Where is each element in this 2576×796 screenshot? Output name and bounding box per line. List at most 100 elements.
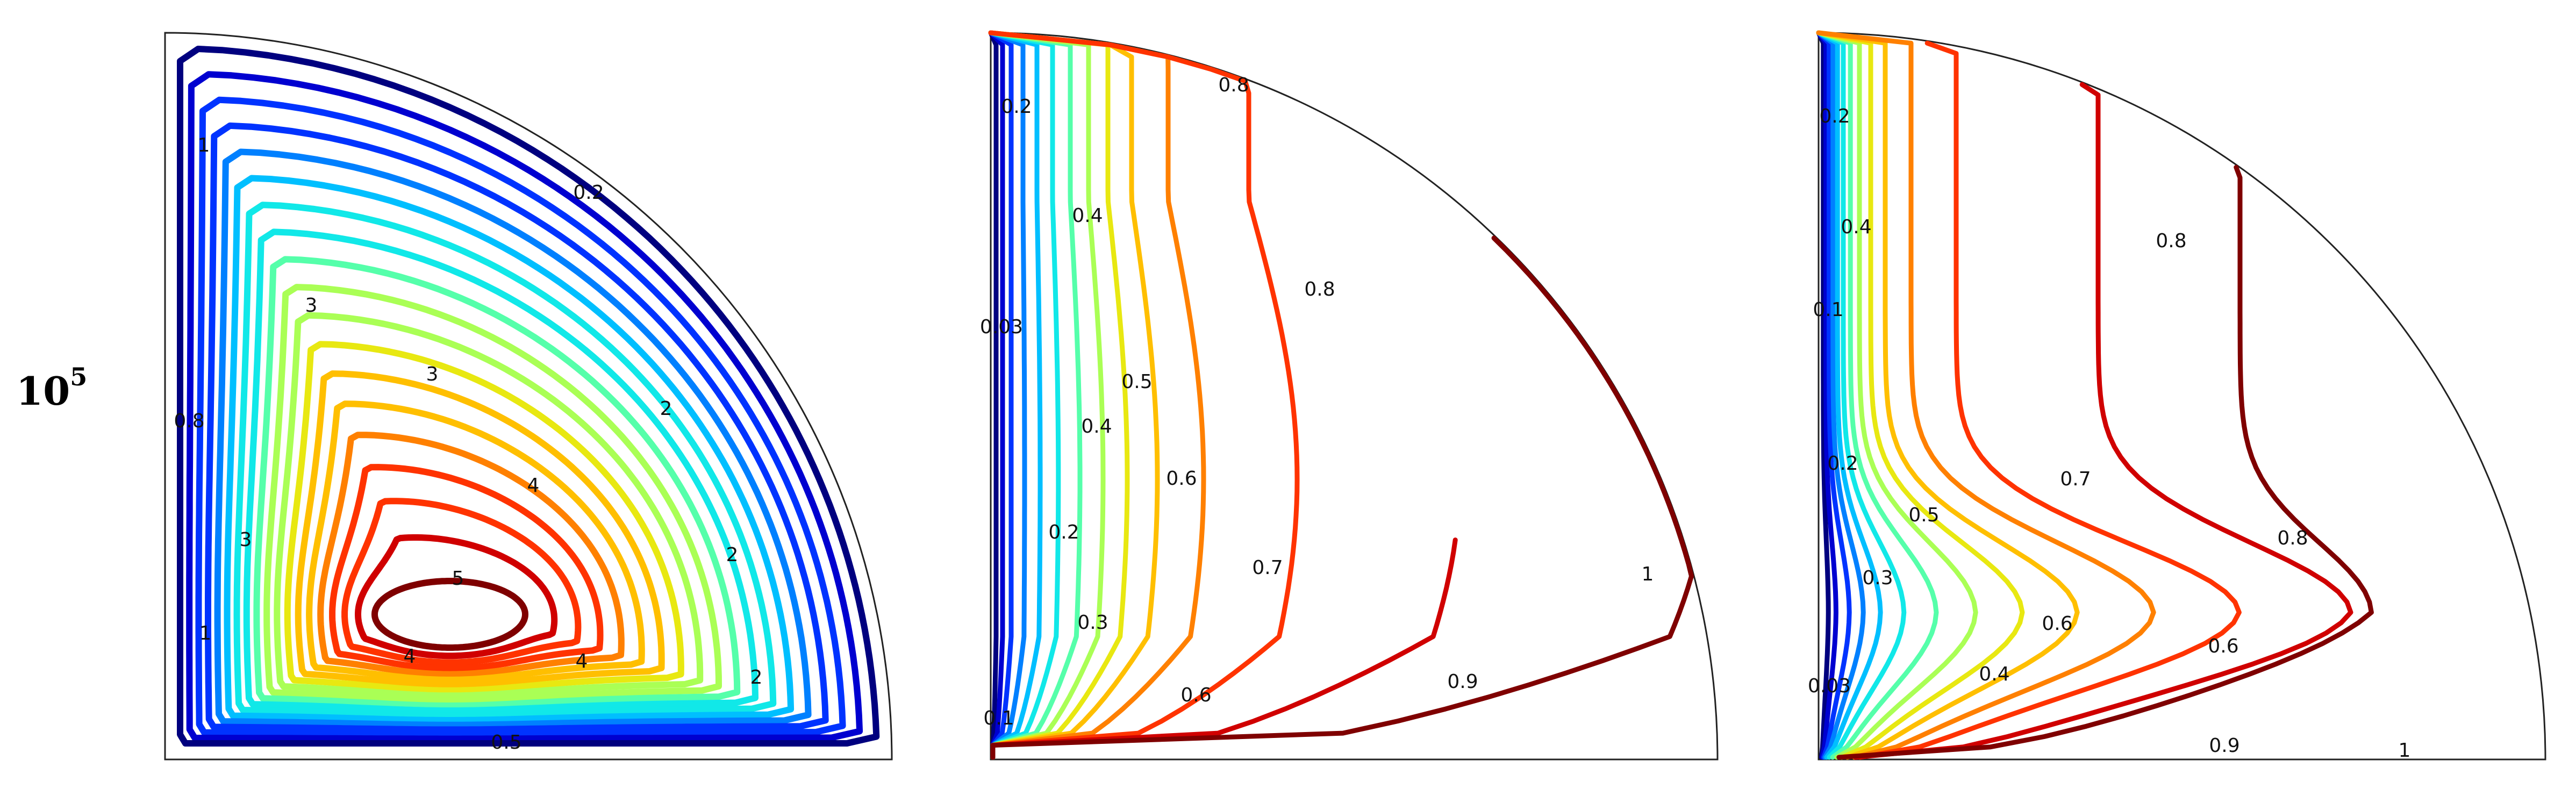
contour-label: 0.4 [1841,216,1871,238]
isotherm-contour [988,30,1206,760]
isotherm-contour [1816,30,2156,760]
streamline-contour [253,256,741,709]
contour-label: 5 [452,568,464,590]
contour-label: 0.8 [2277,527,2308,549]
streamline-contour [371,578,528,651]
contour-label: 0.4 [1072,205,1103,227]
domain-boundary-0 [164,32,893,761]
contour-label: 1 [199,622,212,644]
streamline-contour [214,148,812,728]
streamline-contour [355,534,558,659]
contour-label: 0.4 [1979,663,2009,685]
isotherm-contour [1816,30,2025,760]
streamline-contour [186,71,863,742]
contour-label: 2 [750,666,763,689]
streamline-contour [243,228,759,714]
contour-label: 0.4 [1081,415,1112,438]
isotherm-contour [988,30,1300,760]
isotherm-contour [988,30,1014,760]
isotherm-contour [990,235,1694,760]
isotherm-panel-2: 0.2 0.4 0.8 0.1 0.7 0.2 0.8 0.5 0.3 0.6 0.6 0.4 0.03… [1808,30,2546,762]
contour-label: 4 [527,475,540,497]
streamline-contour [177,46,880,747]
contour-label: 0.8 [2156,230,2186,252]
contour-label: 1 [1642,563,1654,585]
contour-label: 0.9 [2209,735,2239,757]
domain-boundary-2 [1817,32,2546,761]
streamline-contour [263,284,722,704]
contour-label: 0.1 [983,707,1014,729]
contour-label: 0.6 [2042,613,2072,635]
row-label-exponent: 5 [70,362,88,391]
contour-label: 0.3 [1077,612,1108,634]
streamline-panel: 1 0.2 3 3 2 0.8 4 3 2 5 1 4 4 2 0.5 [164,32,893,761]
contour-label: 0.7 [1252,557,1283,579]
contour-label: 0.03 [1808,675,1851,697]
isotherm-contour [1816,30,1866,760]
streamline-contour [284,341,684,694]
isotherm-contour [1816,30,2080,760]
contour-label: 3 [240,529,252,551]
contour-label: 0.7 [2060,468,2091,490]
contour-label: 0.5 [491,732,521,754]
contour-label: 0.3 [1862,567,1893,589]
contour-label: 0.2 [1048,521,1079,543]
isotherm-contour [1816,30,1883,760]
contour-label: 2 [726,544,739,566]
isotherm-contour [990,537,1458,760]
isotherm-contour [1816,30,1838,760]
streamline-contour [295,370,665,689]
isotherm-contour [988,30,1043,760]
streamline-contour [306,400,645,683]
isotherm-contour [1816,30,1939,760]
isotherm-contour [988,30,1106,760]
isotherm-contour [988,30,1005,760]
contour-label: 0.8 [1218,74,1249,96]
contour-label: 4 [576,650,588,672]
isotherm-contour [988,30,1130,760]
streamline-contour [205,122,829,733]
contour-label: 0.5 [1121,371,1152,393]
contour-label: 0.6 [1180,684,1211,706]
contour-label: 0.9 [1447,671,1478,693]
contour-label: 3 [305,295,318,317]
streamline-contour [329,464,604,672]
isotherm-contour [1816,30,1907,760]
isotherm-contour [988,30,999,760]
contour-label: 0.2 [1001,96,1032,118]
isotherm-contour [988,30,1027,760]
contour-label: 0.2 [1819,105,1850,127]
isotherm-contour [1857,40,2242,760]
contour-label: 4 [404,646,416,668]
isotherm-contour [1816,30,1831,760]
row-label-base: 10 [16,368,70,414]
contour-label: 0.2 [573,182,604,204]
streamline-contour [233,202,777,719]
streamline-contour [224,175,795,723]
contour-label: 0.6 [1166,468,1197,490]
contour-label: 2 [660,398,672,420]
contour-label: 0.6 [2208,635,2238,657]
contour-label: 1 [2399,740,2411,762]
isotherm-contour [1816,30,1852,760]
contour-label: 0.2 [1827,453,1858,475]
isotherm-contour [988,30,1061,760]
isotherm-contour [1816,30,1978,760]
row-label: 105 [16,364,87,411]
isotherm-contour [1853,82,2353,760]
streamline-contour [317,432,625,678]
isotherm-panel: 0.2 0.8 0.4 0.8 0.03 0.5 0.4 0.6 0.2 0.7 1 0.3 0.9 0.… [980,30,1719,761]
contour-label: 0.8 [174,410,204,432]
isotherm-contour [988,30,1160,760]
isotherm-contour [988,30,1083,760]
streamline-contour [195,96,846,737]
contour-label: 0.8 [1304,278,1335,300]
contour-label: 0.5 [1908,504,1939,526]
contour-label: 0.1 [1813,299,1843,321]
streamline-contour [341,498,582,666]
contour-label: 1 [198,134,210,156]
streamline-contour [274,312,704,699]
contour-label: 3 [426,363,439,385]
contour-label: 0.03 [980,316,1023,338]
